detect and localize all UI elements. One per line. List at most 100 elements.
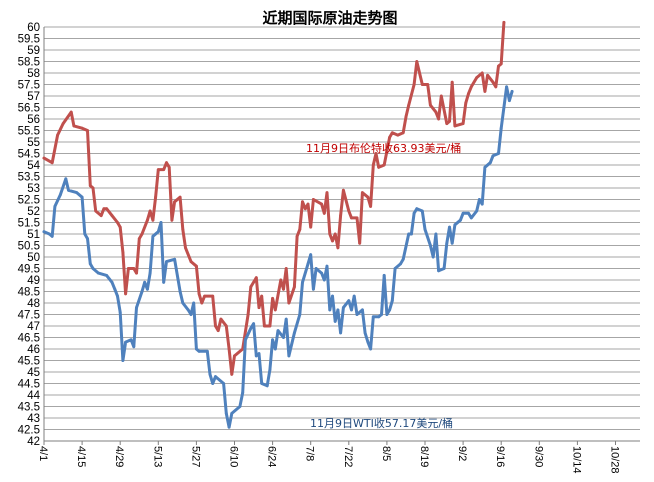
wti-point: [282, 336, 285, 339]
brent-point: [279, 278, 283, 282]
wti-point: [401, 257, 405, 261]
wti-point: [478, 198, 481, 201]
wti-point: [88, 262, 92, 266]
brent-point: [336, 246, 340, 250]
wti-point: [393, 267, 397, 270]
wti-point: [361, 308, 364, 312]
wti-point: [423, 228, 427, 231]
wti-point: [140, 290, 144, 293]
wti-point: [505, 85, 508, 89]
y-tick-label: 42: [27, 436, 40, 448]
brent-point: [469, 85, 473, 89]
brent-point: [50, 161, 54, 165]
wti-point: [388, 308, 391, 312]
y-tick-label: 54.5: [18, 149, 40, 161]
brent-point: [121, 251, 125, 254]
wti-point: [415, 207, 419, 211]
brent-point: [80, 126, 84, 130]
brent-point: [197, 292, 201, 296]
brent-point: [309, 225, 313, 229]
brent-point: [497, 64, 500, 68]
brent-point: [499, 62, 503, 66]
brent-point: [162, 168, 166, 172]
brent-point: [135, 271, 138, 275]
wti-point: [301, 280, 304, 284]
wti-point: [445, 241, 449, 245]
wti-point: [271, 338, 274, 342]
brent-point: [483, 90, 487, 93]
wti-point: [339, 331, 342, 335]
wti-point: [162, 280, 166, 284]
wti-point: [314, 267, 318, 270]
y-tick-label: 54: [27, 160, 40, 172]
wti-point: [151, 234, 155, 238]
brent-annotation: 11月9日布伦特收63.93美元/桶: [306, 141, 461, 155]
brent-point: [453, 124, 457, 128]
y-tick-label: 51.5: [18, 218, 40, 230]
wti-point: [181, 301, 185, 305]
brent-point: [184, 246, 187, 250]
brent-point: [178, 195, 182, 199]
brent-point: [371, 163, 375, 167]
y-tick-label: 43: [27, 413, 40, 425]
y-tick-label: 44: [27, 390, 40, 402]
brent-point: [233, 354, 236, 358]
wti-point: [469, 216, 473, 220]
wti-point: [265, 384, 269, 388]
wti-point: [50, 234, 54, 238]
wti-point: [132, 345, 136, 349]
brent-point: [91, 186, 95, 190]
y-tick-label: 55.5: [18, 126, 40, 138]
x-tick-label: 9/16: [494, 446, 506, 467]
y-tick-label: 44.5: [18, 379, 40, 391]
brent-point: [494, 85, 498, 89]
wti-point: [325, 264, 329, 268]
x-tick-label: 5/27: [189, 446, 201, 467]
wti-point: [497, 152, 500, 155]
brent-point: [181, 228, 185, 231]
wti-point: [189, 313, 193, 316]
wti-point: [377, 315, 381, 319]
wti-point: [442, 267, 446, 270]
wti-point: [116, 294, 119, 298]
wti-point: [399, 262, 402, 266]
brent-point: [355, 216, 359, 220]
wti-point: [459, 218, 462, 222]
brent-point: [358, 241, 362, 245]
wti-point: [480, 202, 484, 206]
wti-point: [431, 255, 435, 259]
brent-point: [434, 110, 438, 114]
y-tick-label: 50: [27, 252, 40, 264]
brent-point: [320, 202, 323, 206]
brent-point: [86, 129, 89, 132]
brent-point: [377, 165, 381, 169]
wti-point: [306, 262, 310, 266]
brent-point: [151, 218, 155, 222]
y-tick-label: 43.5: [18, 402, 40, 414]
brent-point: [464, 101, 468, 105]
brent-point: [110, 214, 114, 218]
wti-point: [195, 347, 198, 351]
y-tick-label: 45.5: [18, 356, 40, 368]
x-tick-label: 4/15: [75, 446, 87, 467]
brent-point: [331, 239, 334, 243]
y-tick-label: 50.5: [18, 241, 40, 253]
brent-point: [56, 133, 59, 137]
wti-point: [192, 301, 196, 305]
wti-point: [173, 257, 177, 261]
brent-point: [412, 83, 416, 86]
wti-point: [342, 306, 345, 309]
wti-point: [97, 271, 100, 275]
brent-point: [295, 234, 299, 238]
brent-point: [273, 308, 277, 312]
wti-point: [222, 382, 226, 385]
y-tick-label: 46: [27, 344, 40, 356]
y-axis-tick-labels: 4242.54343.54444.54545.54646.54747.54848…: [18, 22, 41, 448]
brent-point: [99, 214, 103, 218]
y-tick-label: 57: [27, 91, 40, 103]
wti-point: [75, 191, 79, 195]
brent-point: [211, 294, 215, 298]
y-tick-label: 55: [27, 137, 40, 149]
brent-point: [200, 301, 204, 305]
